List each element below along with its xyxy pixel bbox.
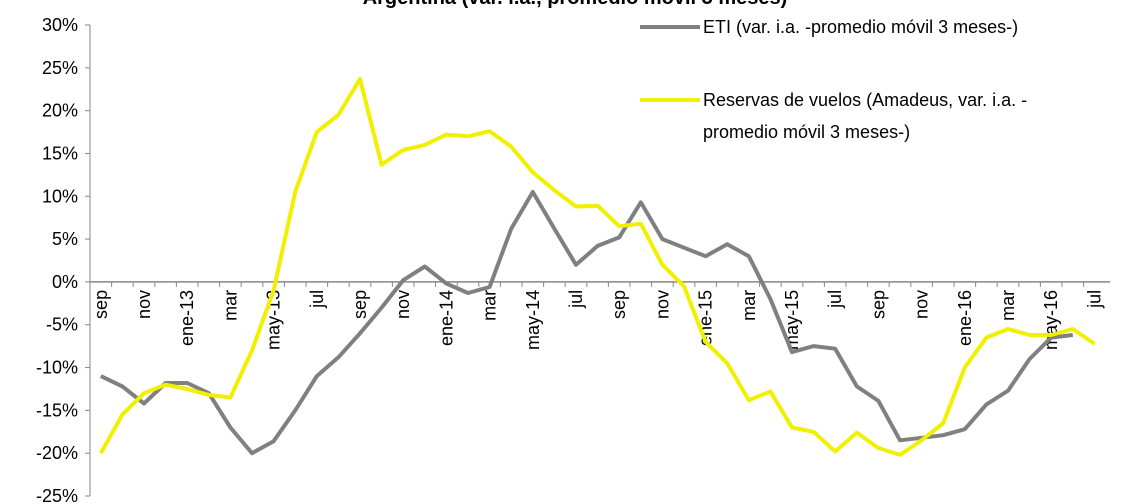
y-tick-label: 15%: [42, 143, 78, 163]
y-tick-label: 25%: [42, 58, 78, 78]
x-tick-label: sep: [609, 290, 629, 319]
x-tick-label: may-15: [782, 290, 802, 350]
x-tick-label: sep: [91, 290, 111, 319]
y-tick-label: -10%: [36, 358, 78, 378]
y-tick-label: 10%: [42, 186, 78, 206]
y-tick-label: -25%: [36, 486, 78, 504]
x-tick-label: mar: [480, 290, 500, 321]
x-tick-label: jul: [307, 290, 327, 309]
x-tick-label: nov: [912, 290, 932, 319]
x-tick-label: jul: [825, 290, 845, 309]
x-tick-label: ene-13: [177, 290, 197, 346]
legend-label: ETI (var. i.a. -promedio móvil 3 meses-): [703, 17, 1019, 37]
x-tick-label: mar: [220, 290, 240, 321]
y-tick-label: -20%: [36, 443, 78, 463]
y-tick-label: 0%: [52, 272, 78, 292]
y-tick-label: 30%: [42, 15, 78, 35]
y-tick-label: 5%: [52, 229, 78, 249]
x-tick-label: sep: [868, 290, 888, 319]
chart-title: Argentina (var. i.a., promedio móvil 3 m…: [363, 0, 788, 9]
x-tick-label: mar: [739, 290, 759, 321]
x-tick-label: may-16: [1041, 290, 1061, 350]
x-tick-label: may-13: [264, 290, 284, 350]
series-line: [99, 77, 1096, 457]
x-tick-label: sep: [350, 290, 370, 319]
legend-label: Reservas de vuelos (Amadeus, var. i.a. -…: [703, 90, 1028, 142]
y-tick-label: 20%: [42, 101, 78, 121]
x-tick-label: jul: [1084, 290, 1104, 309]
x-tick-label: ene-16: [955, 290, 975, 346]
x-tick-label: nov: [393, 290, 413, 319]
x-tick-label: mar: [998, 290, 1018, 321]
x-tick-label: nov: [652, 290, 672, 319]
series-line: [99, 190, 1074, 456]
x-tick-label: nov: [134, 290, 154, 319]
y-tick-label: -5%: [46, 315, 78, 335]
y-tick-label: -15%: [36, 400, 78, 420]
x-tick-label: may-14: [523, 290, 543, 350]
x-tick-label: jul: [566, 290, 586, 309]
x-tick-label: ene-14: [436, 290, 456, 346]
